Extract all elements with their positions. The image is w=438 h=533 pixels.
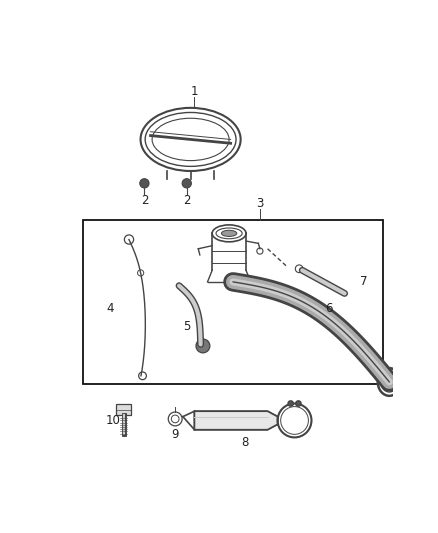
Text: 2: 2 <box>141 194 148 207</box>
Circle shape <box>196 339 210 353</box>
Bar <box>116 405 131 415</box>
Text: 1: 1 <box>191 85 198 98</box>
Bar <box>83 220 383 384</box>
Text: 9: 9 <box>171 428 179 441</box>
Text: 5: 5 <box>183 320 191 333</box>
Polygon shape <box>194 411 278 430</box>
Text: 7: 7 <box>360 276 367 288</box>
Ellipse shape <box>221 230 237 237</box>
Text: 2: 2 <box>183 194 191 207</box>
Text: 10: 10 <box>106 414 120 427</box>
Circle shape <box>140 179 149 188</box>
Text: 4: 4 <box>106 302 113 316</box>
Circle shape <box>182 179 191 188</box>
Text: 3: 3 <box>256 197 264 210</box>
Circle shape <box>288 401 293 406</box>
Text: 8: 8 <box>241 435 248 449</box>
Circle shape <box>296 401 301 406</box>
Text: 6: 6 <box>325 302 333 316</box>
